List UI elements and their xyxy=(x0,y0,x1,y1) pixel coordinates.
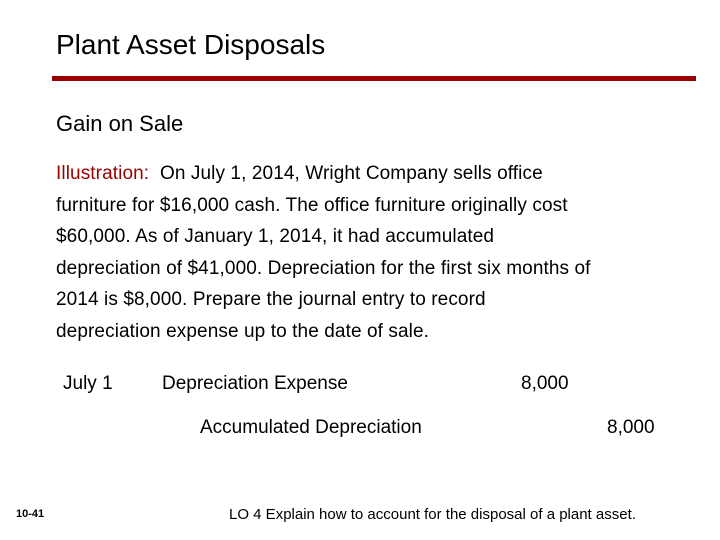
journal-debit-amount: 8,000 xyxy=(521,373,569,394)
journal-entry-date: July 1 xyxy=(63,373,113,394)
journal-credit-amount: 8,000 xyxy=(607,417,655,438)
illustration-line: furniture for $16,000 cash. The office f… xyxy=(56,194,568,216)
illustration-text: On July 1, 2014, Wright Company sells of… xyxy=(149,163,543,184)
slide-number: 10-41 xyxy=(16,508,45,520)
slide-subtitle: Gain on Sale xyxy=(56,111,184,136)
illustration-line: Illustration: On July 1, 2014, Wright Co… xyxy=(56,158,696,190)
illustration-line: depreciation expense up to the date of s… xyxy=(56,320,430,342)
illustration-line: 2014 is $8,000. Prepare the journal entr… xyxy=(56,289,486,311)
illustration-paragraph: Illustration: On July 1, 2014, Wright Co… xyxy=(56,158,696,348)
learning-objective: LO 4 Explain how to account for the disp… xyxy=(229,506,636,523)
illustration-line: $60,000. As of January 1, 2014, it had a… xyxy=(56,226,495,248)
illustration-label: Illustration: xyxy=(56,163,150,184)
illustration-line: depreciation of $41,000. Depreciation fo… xyxy=(56,257,591,279)
journal-debit-account: Depreciation Expense xyxy=(162,373,348,394)
title-divider xyxy=(52,76,696,81)
slide-title: Plant Asset Disposals xyxy=(56,29,326,60)
journal-credit-account: Accumulated Depreciation xyxy=(200,417,422,438)
